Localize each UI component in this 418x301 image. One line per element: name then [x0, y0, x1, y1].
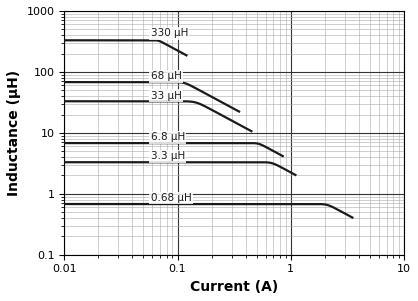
- Text: 33 μH: 33 μH: [151, 91, 181, 101]
- Text: 68 μH: 68 μH: [151, 71, 181, 81]
- Y-axis label: Inductance (μH): Inductance (μH): [7, 70, 21, 196]
- X-axis label: Current (A): Current (A): [190, 280, 278, 294]
- Text: 330 μH: 330 μH: [151, 28, 188, 38]
- Text: 3.3 μH: 3.3 μH: [151, 151, 185, 161]
- Text: 6.8 μH: 6.8 μH: [151, 132, 185, 142]
- Text: 0.68 μH: 0.68 μH: [151, 193, 191, 203]
